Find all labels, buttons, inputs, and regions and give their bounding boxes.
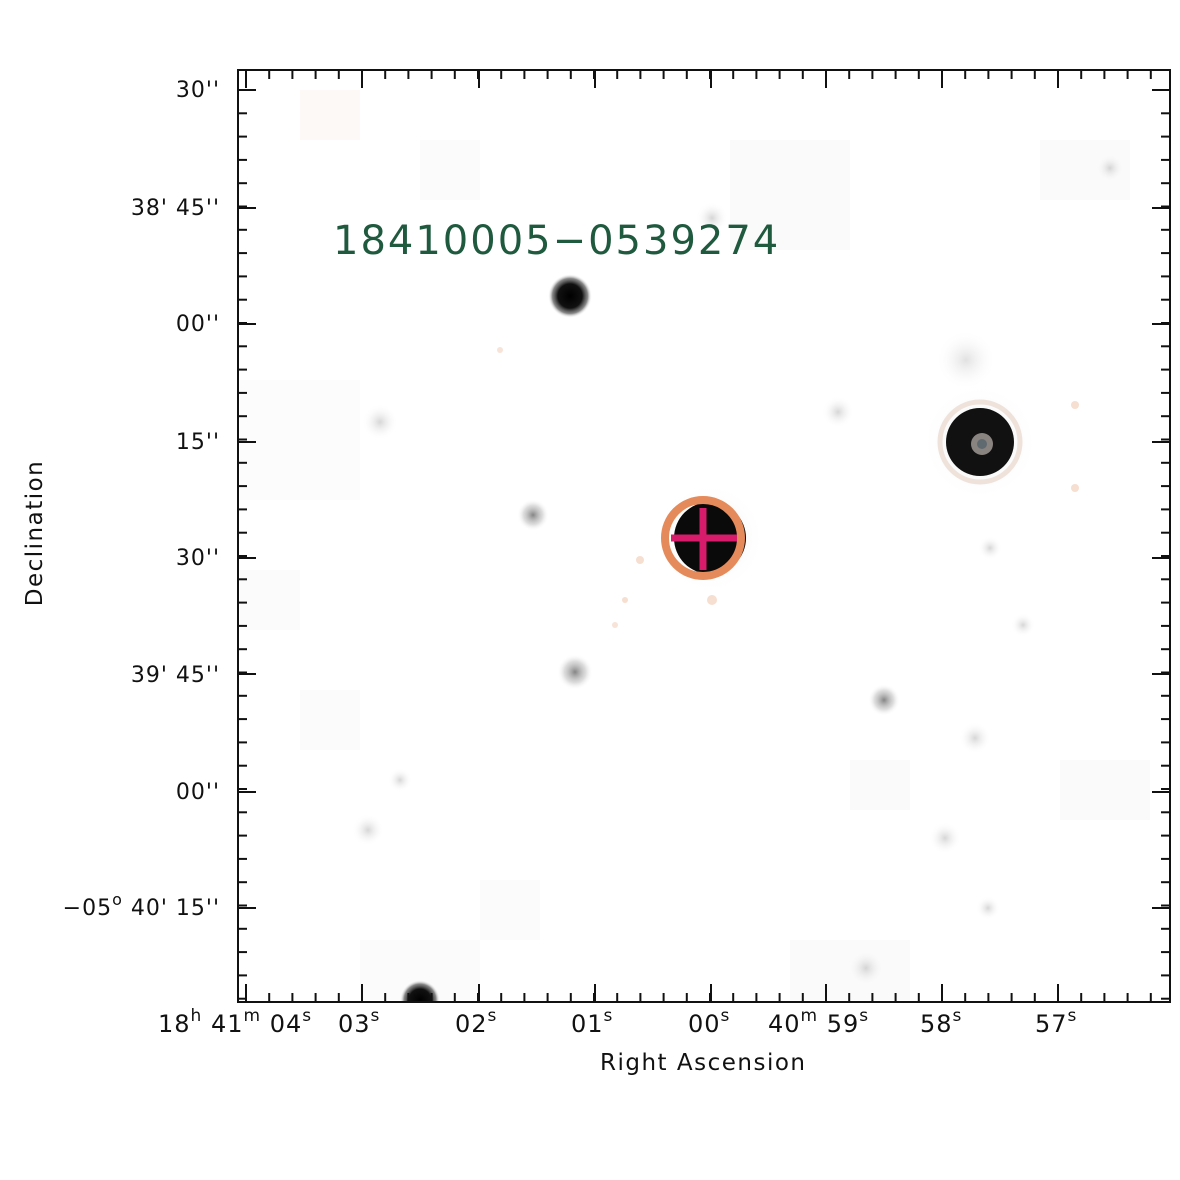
ra-tick-label: 01s [571, 1006, 614, 1038]
x-axis-title: Right Ascension [600, 1050, 807, 1076]
ra-tick-label: 03s [338, 1006, 381, 1038]
axis-ticks [238, 70, 1170, 1002]
target-circle-icon [661, 496, 745, 580]
ra-tick-label: 00s [688, 1006, 731, 1038]
y-axis-title: Declination [22, 459, 48, 607]
ra-tick-label: 40m 59s [768, 1006, 870, 1038]
crosshair-icon [671, 508, 737, 570]
ra-tick-label: 58s [920, 1006, 963, 1038]
dec-tick-label: 39' 45'' [130, 663, 220, 688]
star [548, 274, 592, 318]
dec-tick-label: 15'' [175, 430, 220, 455]
dec-tick-label: 30'' [175, 546, 220, 571]
source-label: 18410005−0539274 [333, 218, 781, 264]
ra-tick-label: 18h 41m 04s [158, 1006, 313, 1038]
dec-tick-label: 00'' [175, 780, 220, 805]
ra-tick-label: 57s [1035, 1006, 1078, 1038]
dec-tick-label: 00'' [175, 312, 220, 337]
plot-frame [237, 69, 1171, 1003]
dec-tick-label: 30'' [175, 78, 220, 103]
sky-image [238, 70, 1170, 1002]
dec-tick-label: 38' 45'' [130, 196, 220, 221]
ra-tick-label: 02s [455, 1006, 498, 1038]
dec-tick-label-last: −05o 40' 15'' [62, 890, 220, 921]
